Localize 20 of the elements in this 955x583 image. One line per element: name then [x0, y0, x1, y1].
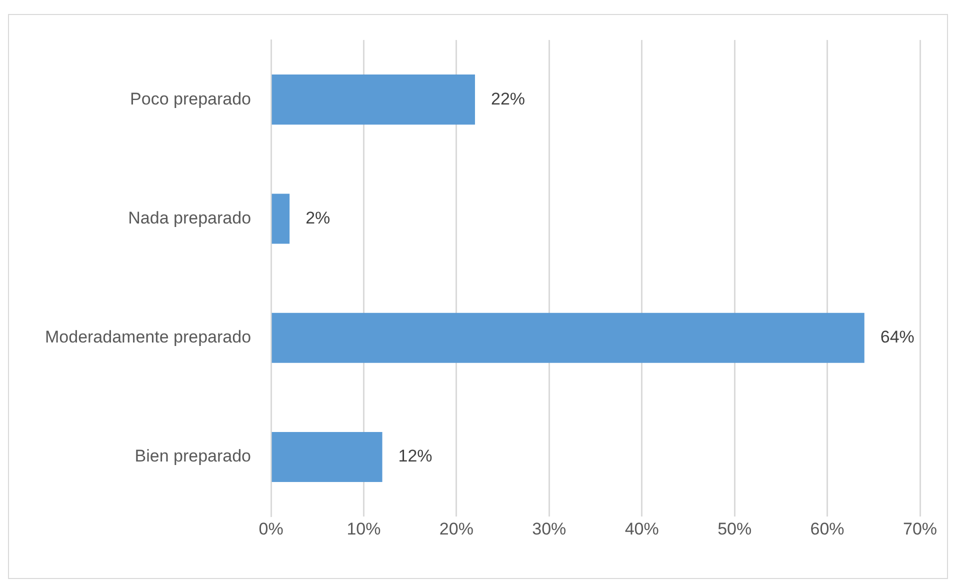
bar	[272, 74, 475, 125]
x-tick-label: 0%	[258, 519, 284, 538]
bar	[272, 312, 864, 363]
y-tick-label: Moderadamente preparado	[44, 328, 252, 347]
x-tick-label: 70%	[902, 519, 938, 538]
data-label: 64%	[880, 328, 914, 347]
y-tick-label: Nada preparado	[128, 208, 252, 228]
data-label: 2%	[306, 208, 330, 228]
x-tick-label: 20%	[439, 519, 474, 538]
data-label: 22%	[490, 89, 526, 108]
x-tick-label: 30%	[532, 519, 566, 538]
y-tick-label: Bien preparado	[134, 446, 252, 466]
x-tick-label: 10%	[346, 519, 381, 538]
bar	[272, 432, 382, 482]
x-tick-label: 40%	[624, 519, 659, 538]
x-tick-label: 60%	[810, 519, 844, 538]
data-label: 12%	[398, 446, 432, 466]
bar	[272, 194, 290, 244]
y-tick-label: Poco preparado	[130, 89, 252, 108]
x-tick-label: 50%	[718, 519, 752, 538]
